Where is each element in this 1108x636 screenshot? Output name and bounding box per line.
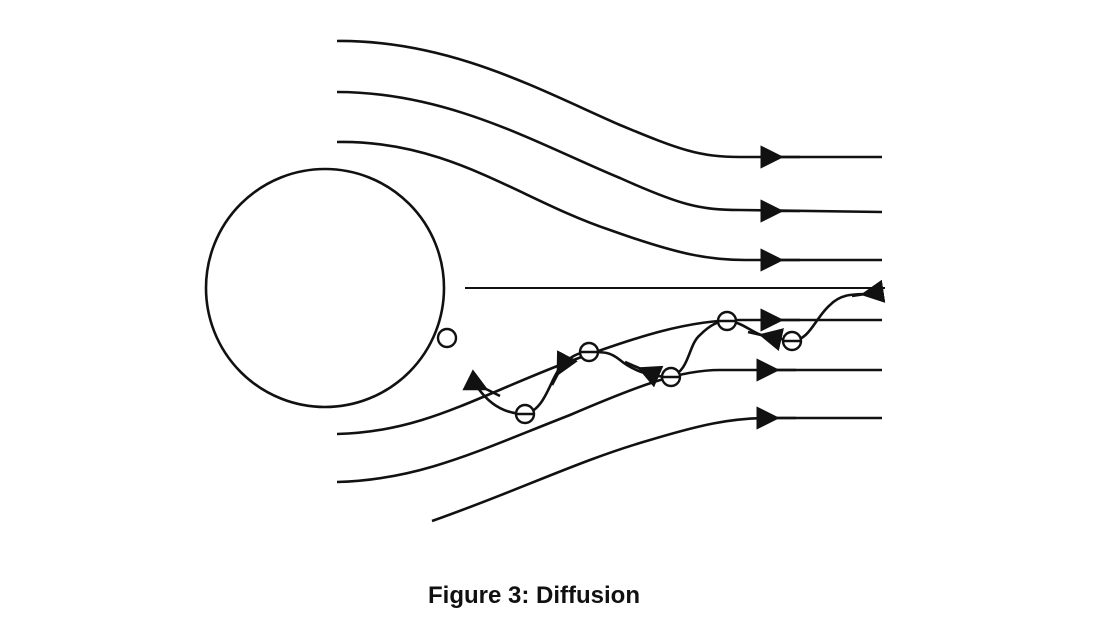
streamline-2 bbox=[336, 90, 883, 214]
streamline-6 bbox=[431, 416, 882, 523]
particle bbox=[578, 341, 600, 363]
particle bbox=[660, 366, 682, 388]
particle bbox=[781, 330, 803, 352]
arrow-icon bbox=[624, 360, 664, 388]
figure-caption: Figure 3: Diffusion bbox=[428, 582, 640, 609]
streamline-5 bbox=[336, 368, 882, 484]
particle bbox=[514, 403, 536, 425]
particle bbox=[436, 327, 458, 349]
arrow-icon bbox=[851, 279, 886, 303]
arrow-icon bbox=[747, 328, 785, 352]
arrow-icon bbox=[462, 369, 501, 398]
collector-sphere bbox=[204, 167, 446, 409]
streamline-1 bbox=[336, 39, 882, 159]
particle bbox=[716, 310, 738, 332]
arrow-icon bbox=[550, 350, 578, 386]
streamline-3 bbox=[336, 140, 882, 262]
particle-path bbox=[476, 292, 869, 416]
